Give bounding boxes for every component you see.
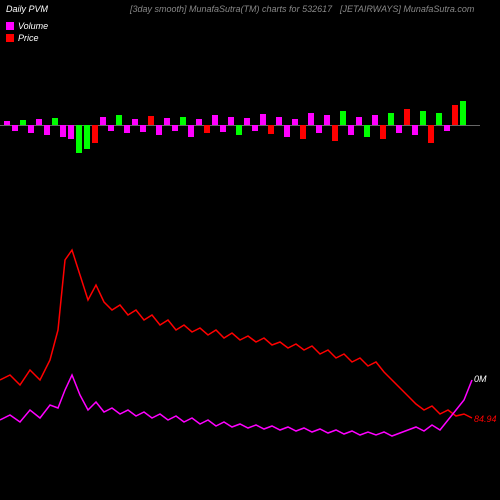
bar (316, 125, 322, 133)
price-line (0, 250, 472, 418)
bar (92, 125, 98, 143)
bar (12, 125, 18, 131)
bar (84, 125, 90, 149)
bar (308, 113, 314, 125)
line-chart (0, 230, 480, 450)
legend-label-volume: Volume (18, 20, 48, 32)
chart-source: [JETAIRWAYS] MunafaSutra.com (340, 4, 474, 14)
bar (428, 125, 434, 143)
bar (20, 120, 26, 125)
bar (28, 125, 34, 133)
bar (348, 125, 354, 135)
bar (380, 125, 386, 139)
bar (164, 118, 170, 125)
legend-item-volume: Volume (6, 20, 48, 32)
bar (108, 125, 114, 131)
legend-item-price: Price (6, 32, 48, 44)
chart-header: Daily PVM [3day smooth] MunafaSutra(TM) … (0, 4, 500, 34)
bar (60, 125, 66, 137)
bar (204, 125, 210, 133)
bar (132, 119, 138, 125)
bar (252, 125, 258, 131)
bar (156, 125, 162, 135)
bar (76, 125, 82, 153)
bar (300, 125, 306, 139)
bar (412, 125, 418, 135)
bar (268, 125, 274, 134)
bar (276, 117, 282, 125)
volume-line (0, 375, 472, 436)
bar (324, 115, 330, 125)
bar (292, 119, 298, 125)
bar (452, 105, 458, 125)
bar (52, 118, 58, 125)
bar (228, 117, 234, 125)
bar (356, 117, 362, 125)
line-chart-svg (0, 230, 480, 450)
bar (172, 125, 178, 131)
bar (260, 114, 266, 125)
bar (372, 115, 378, 125)
bar (36, 119, 42, 125)
bar (148, 116, 154, 125)
bar (332, 125, 338, 141)
bar (124, 125, 130, 133)
chart-legend: Volume Price (6, 20, 48, 44)
bar (100, 117, 106, 125)
bar (44, 125, 50, 135)
bar (436, 113, 442, 125)
bar (340, 111, 346, 125)
bar (116, 115, 122, 125)
bar (180, 117, 186, 125)
bar (196, 119, 202, 125)
legend-swatch-price (6, 34, 14, 42)
chart-title: Daily PVM (6, 4, 48, 14)
chart-subtitle: [3day smooth] MunafaSutra(TM) charts for… (130, 4, 332, 14)
bar (236, 125, 242, 135)
bar (212, 115, 218, 125)
bar (220, 125, 226, 132)
bar (444, 125, 450, 131)
volume-end-label: 0M (474, 374, 487, 384)
bar (284, 125, 290, 137)
price-end-label: 84.94 (474, 414, 497, 424)
bar-chart (0, 90, 480, 160)
bar (68, 125, 74, 139)
bar (4, 121, 10, 125)
bar (388, 113, 394, 125)
bar (140, 125, 146, 132)
bar (364, 125, 370, 137)
legend-label-price: Price (18, 32, 39, 44)
bar (244, 118, 250, 125)
bar (188, 125, 194, 137)
bar (460, 101, 466, 125)
bar (396, 125, 402, 133)
bar (420, 111, 426, 125)
legend-swatch-volume (6, 22, 14, 30)
bar (404, 109, 410, 125)
